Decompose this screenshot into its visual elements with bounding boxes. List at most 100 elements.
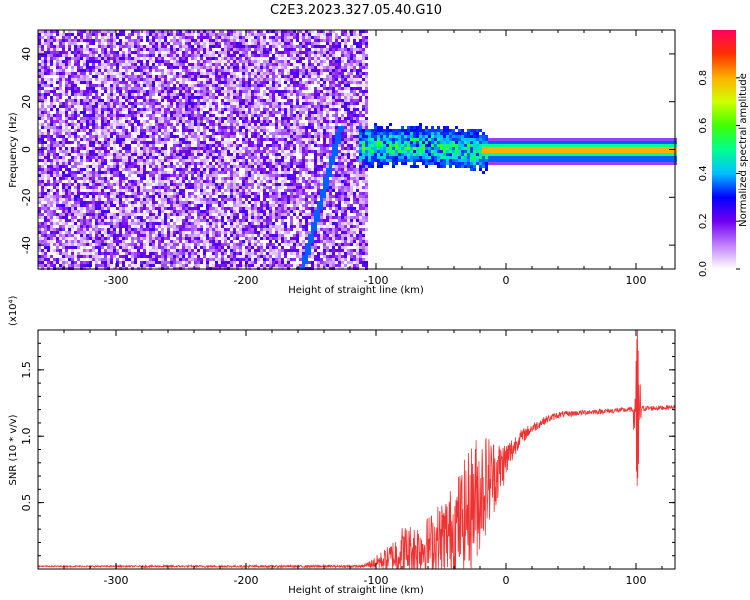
heatmap-cell <box>233 81 236 84</box>
heatmap-cell <box>44 60 47 63</box>
heatmap-cell <box>221 114 224 117</box>
heatmap-cell <box>233 33 236 36</box>
heatmap-cell <box>164 114 167 117</box>
heatmap-cell <box>74 111 77 114</box>
heatmap-cell <box>65 222 68 225</box>
heatmap-cell <box>218 183 221 186</box>
heatmap-cell <box>119 111 122 114</box>
heatmap-cell <box>194 180 197 183</box>
heatmap-cell <box>95 102 98 105</box>
heatmap-cell <box>245 105 248 108</box>
heatmap-cell <box>80 255 83 258</box>
heatmap-cell <box>92 117 95 120</box>
heatmap-cell <box>110 189 113 192</box>
heatmap-cell <box>38 237 41 240</box>
heatmap-cell <box>161 186 164 189</box>
heatmap-cell <box>104 231 107 234</box>
heatmap-cell <box>236 222 239 225</box>
heatmap-cell <box>65 156 68 159</box>
heatmap-cell <box>113 249 116 252</box>
heatmap-cell <box>182 111 185 114</box>
heatmap-cell <box>164 237 167 240</box>
heatmap-cell <box>176 123 179 126</box>
heatmap-cell <box>89 69 92 72</box>
heatmap-cell <box>41 144 44 147</box>
heatmap-cell <box>248 105 251 108</box>
heatmap-cell <box>203 213 206 216</box>
heatmap-cell <box>89 174 92 177</box>
heatmap-cell <box>110 174 113 177</box>
heatmap-cell <box>113 150 116 153</box>
heatmap-cell <box>86 204 89 207</box>
heatmap-cell <box>122 165 125 168</box>
heatmap-cell <box>44 78 47 81</box>
heatmap-cell <box>137 141 140 144</box>
heatmap-cell <box>98 204 101 207</box>
heatmap-cell <box>98 258 101 261</box>
heatmap-cell <box>98 177 101 180</box>
heatmap-cell <box>239 72 242 75</box>
heatmap-cell <box>164 126 167 129</box>
heatmap-cell <box>212 249 215 252</box>
heatmap-cell <box>77 114 80 117</box>
heatmap-cell <box>164 186 167 189</box>
heatmap-cell <box>101 30 104 33</box>
heatmap-cell <box>242 189 245 192</box>
heatmap-cell <box>233 225 236 228</box>
heatmap-cell <box>167 228 170 231</box>
heatmap-cell <box>104 144 107 147</box>
heatmap-cell <box>170 93 173 96</box>
heatmap-cell <box>158 147 161 150</box>
heatmap-cell <box>182 174 185 177</box>
heatmap-cell <box>212 81 215 84</box>
heatmap-cell <box>83 90 86 93</box>
heatmap-cell <box>68 195 71 198</box>
heatmap-cell <box>158 246 161 249</box>
heatmap-cell <box>104 177 107 180</box>
heatmap-cell <box>167 123 170 126</box>
heatmap-cell <box>140 255 143 258</box>
heatmap-cell <box>80 174 83 177</box>
heatmap-cell <box>185 231 188 234</box>
heatmap-cell <box>89 219 92 222</box>
heatmap-cell <box>173 51 176 54</box>
heatmap-cell <box>149 243 152 246</box>
heatmap-cell <box>80 45 83 48</box>
heatmap-cell <box>179 141 182 144</box>
heatmap-cell <box>167 249 170 252</box>
heatmap-cell <box>80 126 83 129</box>
heatmap-cell <box>98 153 101 156</box>
heatmap-cell <box>239 153 242 156</box>
heatmap-cell <box>209 162 212 165</box>
heatmap-cell <box>176 264 179 267</box>
heatmap-cell <box>206 258 209 261</box>
heatmap-cell <box>203 192 206 195</box>
heatmap-cell <box>50 162 53 165</box>
heatmap-cell <box>122 156 125 159</box>
heatmap-cell <box>41 180 44 183</box>
heatmap-cell <box>65 258 68 261</box>
heatmap-cell <box>182 213 185 216</box>
heatmap-cell <box>116 189 119 192</box>
heatmap-cell <box>137 240 140 243</box>
heatmap-cell <box>143 195 146 198</box>
heatmap-cell <box>119 171 122 174</box>
heatmap-cell <box>173 33 176 36</box>
heatmap-cell <box>137 42 140 45</box>
heatmap-cell <box>98 171 101 174</box>
heatmap-cell <box>68 102 71 105</box>
heatmap-cell <box>185 225 188 228</box>
heatmap-cell <box>161 114 164 117</box>
heatmap-cell <box>83 123 86 126</box>
heatmap-cell <box>53 99 56 102</box>
heatmap-cell <box>140 198 143 201</box>
heatmap-cell <box>80 60 83 63</box>
heatmap-cell <box>89 144 92 147</box>
heatmap-cell <box>242 99 245 102</box>
heatmap-cell <box>227 135 230 138</box>
heatmap-cell <box>143 57 146 60</box>
heatmap-cell <box>146 45 149 48</box>
heatmap-cell <box>74 51 77 54</box>
heatmap-cell <box>41 237 44 240</box>
heatmap-cell <box>170 78 173 81</box>
